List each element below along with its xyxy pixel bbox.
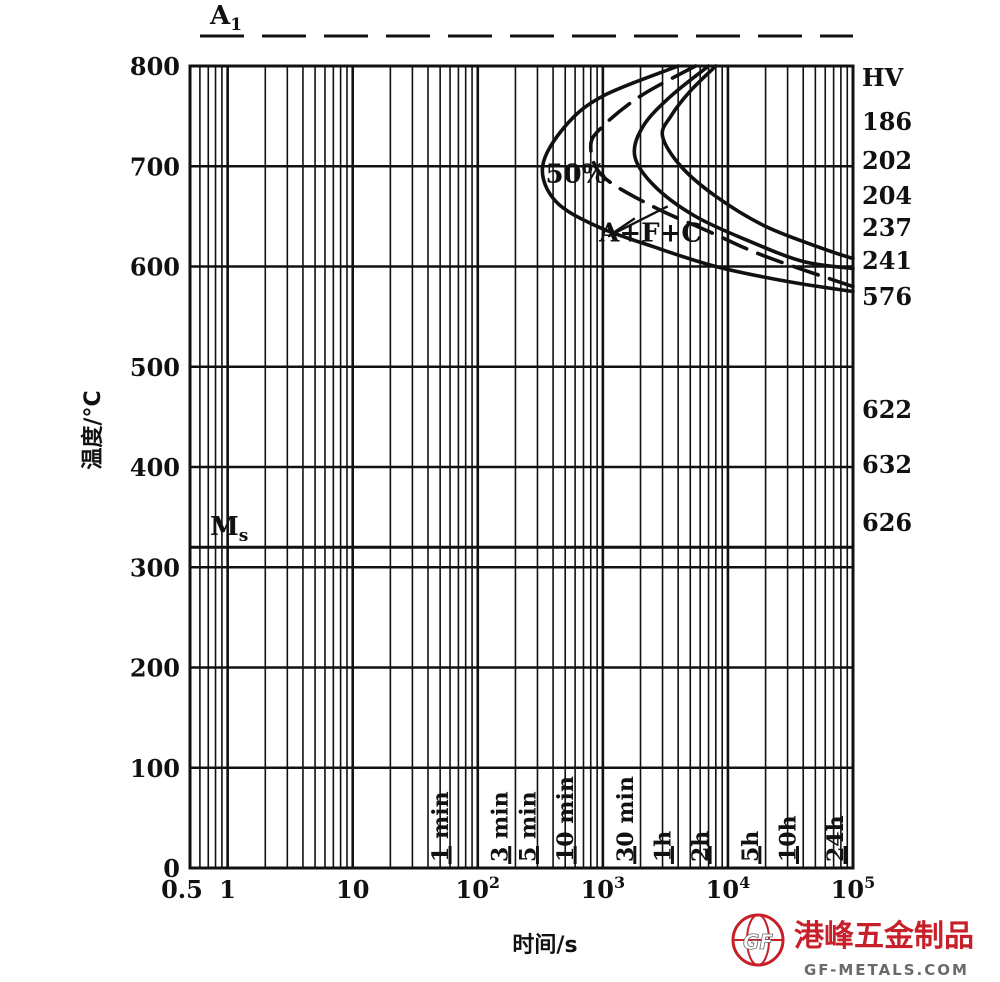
hardness-label: 626 <box>862 508 912 537</box>
x-tick-label: 105 <box>831 873 876 904</box>
x-tick-label: 1 <box>219 875 236 904</box>
x-tick-label: 102 <box>456 873 501 904</box>
annotation-leader <box>607 205 669 238</box>
reference-label-sub: 1 <box>230 15 242 35</box>
y-tick-label: 500 <box>130 353 180 382</box>
time-mark-label: 3 min <box>488 791 514 862</box>
y-tick-label: 400 <box>130 453 180 482</box>
x-tick-label: 103 <box>581 873 626 904</box>
y-axis-label: 温度/°C <box>80 390 106 469</box>
transformation-curve <box>660 64 855 261</box>
y-tick-label: 200 <box>130 654 180 683</box>
annotation-label: 50% <box>545 159 606 189</box>
x-tick-exponent: 3 <box>614 873 625 892</box>
x-axis-label: 时间/s <box>512 933 577 958</box>
time-mark-label: 1h <box>650 831 676 862</box>
logo-en-text: GF-METALS.COM <box>804 961 969 979</box>
reference-lines: A1 Ms <box>190 1 853 549</box>
logo-cn-text: 港峰五金制品 <box>794 919 974 954</box>
time-mark-label: 30 min <box>613 776 639 862</box>
y-tick-label: 0 <box>163 854 180 883</box>
time-mark-label: 5h <box>738 831 764 862</box>
time-marks: 1 min 3 min 5 min 10 min 30 min 1h 2h 5h 10h 24h <box>428 776 849 864</box>
annotations: 50%A+F+C <box>545 159 702 248</box>
hardness-label: 632 <box>862 450 912 479</box>
x-tick-exponent: 5 <box>864 873 875 892</box>
hardness-label: HV <box>862 63 904 92</box>
transformation-curve <box>588 64 855 289</box>
y-tick-label: 300 <box>130 553 180 582</box>
transformation-curves <box>540 64 855 294</box>
hardness-label: 576 <box>862 282 912 311</box>
tick-labels: 0 100 200 300 400 500 600 700 800 0.5 1 10 102 103 104… <box>130 52 875 904</box>
time-mark-label: 2h <box>688 831 714 862</box>
time-mark-label: 24h <box>823 815 849 862</box>
time-mark-label: 10h <box>776 815 802 862</box>
hardness-label: 622 <box>862 395 912 424</box>
x-tick-label: 10 <box>336 875 369 904</box>
y-tick-label: 600 <box>130 253 180 282</box>
logo-emblem: GF <box>743 930 773 954</box>
x-tick-exponent: 4 <box>739 873 750 892</box>
x-tick-exponent: 2 <box>489 873 500 892</box>
transformation-curve <box>632 64 855 271</box>
y-tick-label: 100 <box>130 754 180 783</box>
hardness-labels: HV 186 202 204 237 241 576 622 632 626 <box>862 63 912 537</box>
plot-frame <box>188 64 855 870</box>
time-mark-label: 1 min <box>428 791 454 862</box>
x-tick-label: 104 <box>706 873 751 904</box>
time-mark-label: 10 min <box>553 776 579 862</box>
reference-label: Ms <box>210 512 248 546</box>
plot-border <box>188 64 855 870</box>
y-tick-label: 800 <box>130 52 180 81</box>
hardness-label: 202 <box>862 146 912 175</box>
reference-label: A1 <box>209 1 242 35</box>
hardness-label: 186 <box>862 107 912 136</box>
grid-layer <box>189 64 853 870</box>
hardness-label: 204 <box>862 181 912 210</box>
transformation-curve <box>540 64 855 294</box>
y-tick-label: 700 <box>130 152 180 181</box>
x-tick-label: 0.5 <box>161 875 203 904</box>
time-mark-label: 5 min <box>515 791 541 862</box>
reference-label-sub: s <box>239 526 249 546</box>
hardness-label: 241 <box>862 246 912 275</box>
watermark-logo: GF 港峰五金制品 GF-METALS.COM <box>731 913 974 979</box>
hardness-label: 237 <box>862 213 912 242</box>
